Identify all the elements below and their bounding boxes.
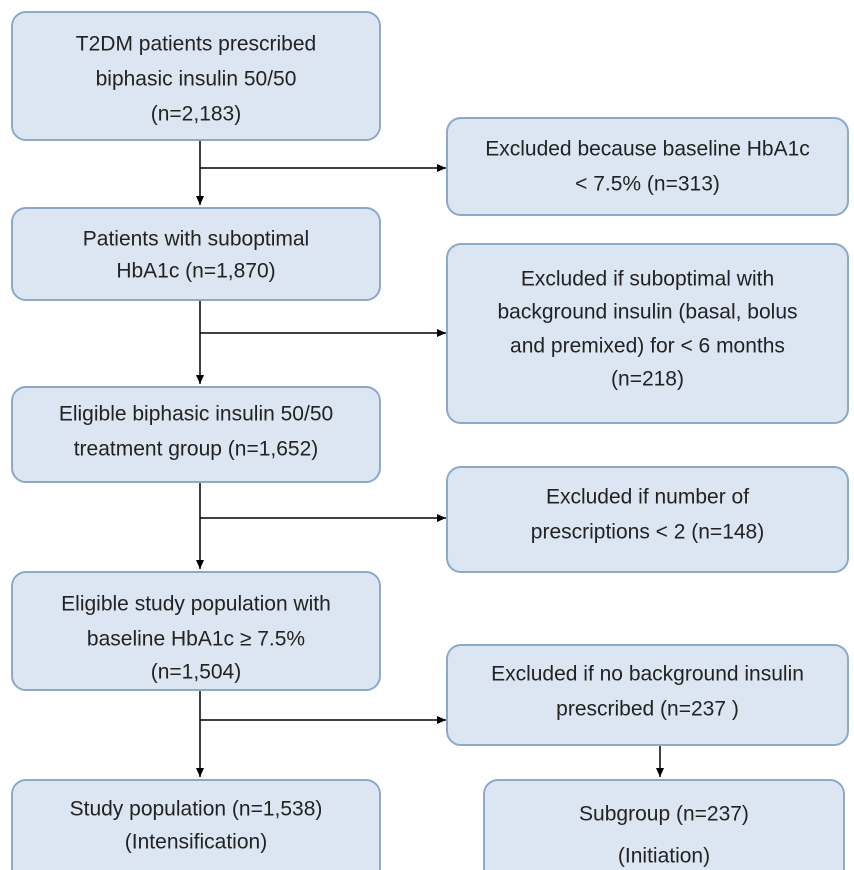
node-text: < 7.5% (n=313) (575, 173, 720, 196)
node-text: prescriptions < 2 (n=148) (531, 521, 764, 544)
node-box (483, 779, 845, 870)
node-text: background insulin (basal, bolus (497, 301, 797, 324)
node-box (11, 571, 381, 691)
node: Excluded because baseline HbA1c < 7.5% (n… (446, 117, 849, 216)
node: Patients with suboptimal HbA1c (n=1,870) (11, 207, 381, 301)
node: Eligible study population with baseline H… (11, 571, 381, 691)
node-box (11, 207, 381, 301)
node-text: baseline HbA1c ≥ 7.5% (87, 628, 305, 651)
node-box (446, 117, 849, 216)
node: Eligible biphasic insulin 50/50 treatment… (11, 386, 381, 483)
node-text: Excluded if no background insulin (491, 663, 804, 686)
node-text: HbA1c (n=1,870) (116, 260, 275, 283)
node-text: (Initiation) (618, 845, 710, 868)
node: Excluded if suboptimal with background in… (446, 243, 849, 424)
node: Excluded if number of prescriptions < 2 (… (446, 466, 849, 573)
node: Subgroup (n=237) (Initiation) (483, 779, 845, 870)
node: Study population (n=1,538) (Intensificati… (11, 779, 381, 870)
node-text: (n=2,183) (151, 103, 241, 126)
node-box (446, 644, 849, 746)
node-text: Excluded if number of (546, 486, 749, 509)
node-box (446, 243, 849, 424)
node-box (11, 779, 381, 870)
node-text: Eligible biphasic insulin 50/50 (59, 403, 333, 426)
node-text: prescribed (n=237 ) (556, 698, 739, 721)
node-text: Patients with suboptimal (83, 228, 309, 251)
node-text: treatment group (n=1,652) (74, 438, 319, 461)
node-text: (n=218) (611, 368, 684, 391)
node-text: (Intensification) (125, 831, 267, 854)
node-text: and premixed) for < 6 months (510, 335, 785, 358)
node-text: Study population (n=1,538) (70, 798, 323, 821)
node-text: Excluded if suboptimal with (521, 268, 774, 291)
node: Excluded if no background insulin prescri… (446, 644, 849, 746)
node-text: (n=1,504) (151, 661, 241, 684)
node-text: Eligible study population with (61, 593, 331, 616)
node-box (11, 386, 381, 483)
node-text: Subgroup (n=237) (579, 803, 749, 826)
node-box (446, 466, 849, 573)
node-box (11, 11, 381, 141)
connectors (196, 140, 664, 777)
node: T2DM patients prescribed biphasic insulin… (11, 11, 381, 141)
node-text: T2DM patients prescribed (76, 33, 316, 56)
node-text: biphasic insulin 50/50 (96, 68, 297, 91)
node-text: Excluded because baseline HbA1c (485, 138, 810, 161)
